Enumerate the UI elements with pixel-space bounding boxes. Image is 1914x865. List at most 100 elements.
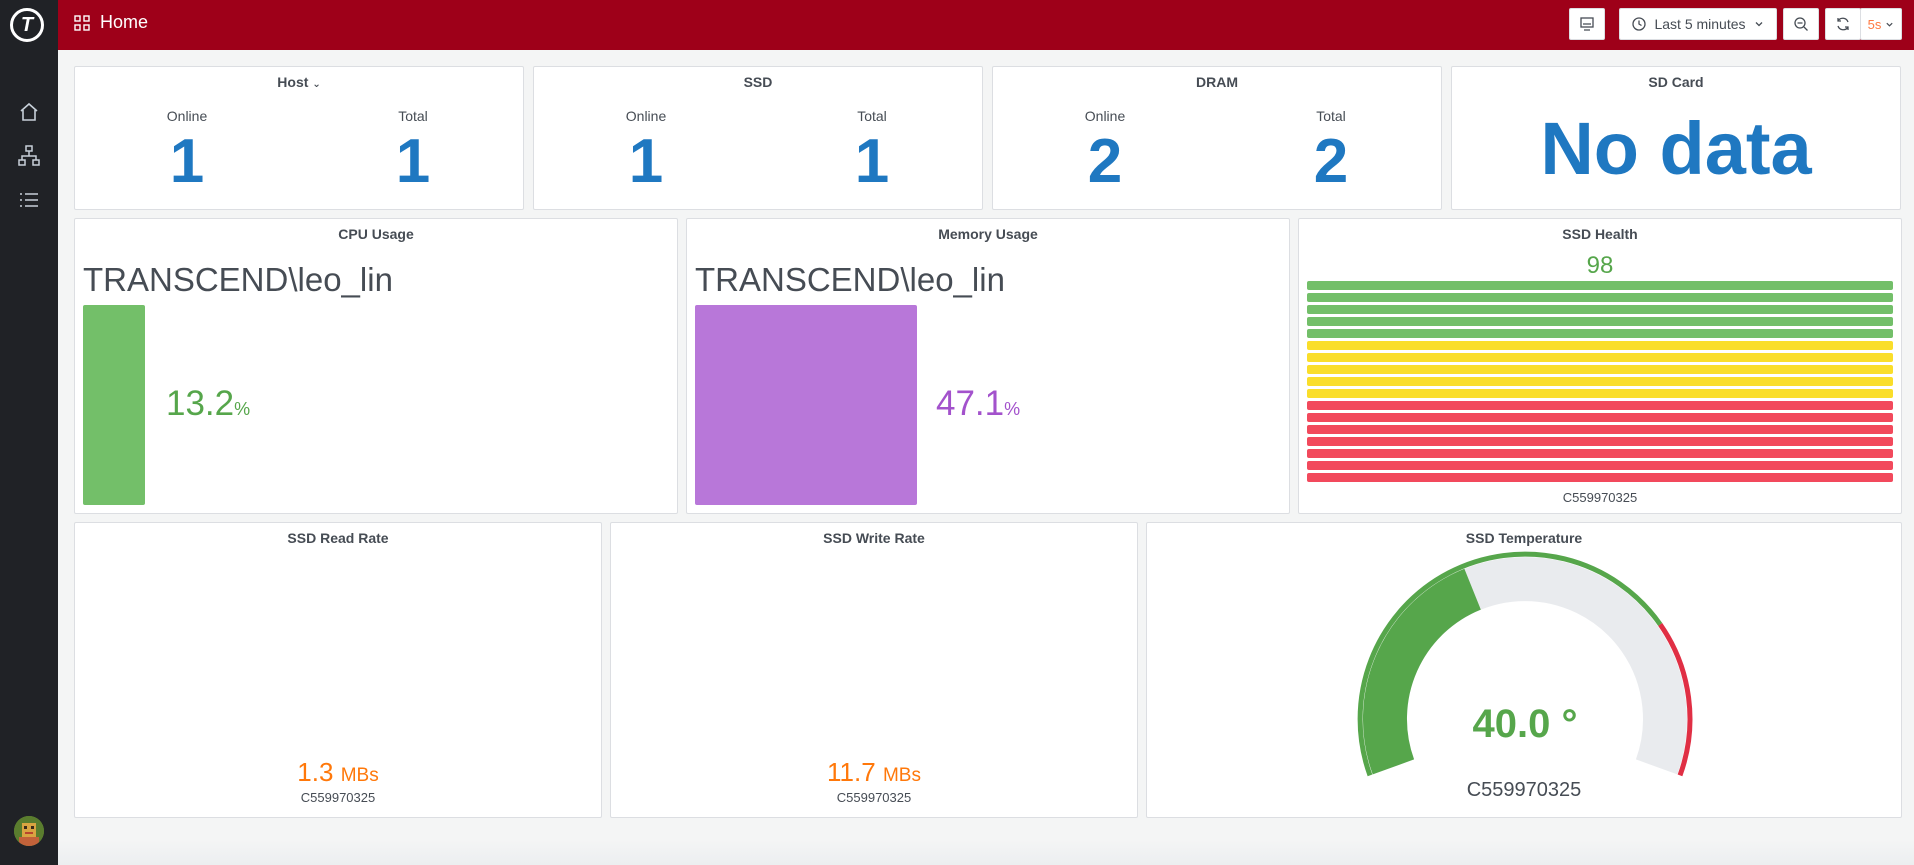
avatar[interactable] xyxy=(14,816,44,846)
ssd-read-title: SSD Read Rate xyxy=(287,530,389,546)
ssd-online-value: 1 xyxy=(628,127,664,196)
time-range-label: Last 5 minutes xyxy=(1654,16,1746,32)
health-segment xyxy=(1307,401,1893,410)
sdcard-panel-title: SD Card xyxy=(1648,74,1704,90)
transcend-logo[interactable]: T xyxy=(10,8,44,42)
chevron-down-icon xyxy=(1755,22,1762,27)
health-segment xyxy=(1307,461,1893,470)
refresh-interval-picker[interactable]: 5s xyxy=(1860,8,1902,40)
cpu-host-name: TRANSCEND\leo_lin xyxy=(83,261,393,298)
sdcard-panel: SD Card No data xyxy=(1451,66,1901,210)
ssd-write-number: 11.7 xyxy=(827,757,876,787)
host-title-text: Host xyxy=(277,74,309,90)
cpu-bar xyxy=(83,305,145,505)
top-bar: Home Last 5 minutes 5s xyxy=(58,0,1914,50)
ssd-write-rate-panel: SSD Write Rate 11.7 MBs C559970325 xyxy=(610,522,1138,818)
cpu-value: 13.2% xyxy=(166,384,250,424)
dram-total-value: 2 xyxy=(1313,127,1349,196)
dashboard-title-text: Home xyxy=(100,12,149,32)
memory-value: 47.1% xyxy=(936,384,1020,424)
ssd-health-bar-gauge xyxy=(1307,281,1893,485)
ssd-panel: SSD Online Total 1 1 xyxy=(533,66,983,210)
gauge-threshold-red xyxy=(1658,622,1693,777)
chevron-down-icon xyxy=(1886,22,1893,27)
dram-online-value: 2 xyxy=(1087,127,1123,196)
health-segment xyxy=(1307,365,1893,374)
ssd-write-device: C559970325 xyxy=(836,790,912,805)
health-segment xyxy=(1307,353,1893,362)
memory-value-number: 47.1 xyxy=(936,384,1005,423)
memory-usage-panel: Memory Usage TRANSCEND\leo_lin 47.1% xyxy=(686,218,1290,514)
health-segment xyxy=(1307,329,1893,338)
host-total-label: Total xyxy=(398,108,428,124)
ssd-read-value: 1.3 MBs xyxy=(75,757,601,788)
health-segment xyxy=(1307,437,1893,446)
chevron-down-icon: ⌄ xyxy=(312,79,321,90)
ssd-write-value: 11.7 MBs xyxy=(611,757,1137,788)
tv-mode-button[interactable] xyxy=(1569,8,1605,40)
ssd-write-unit: MBs xyxy=(882,765,921,786)
host-panel-title[interactable]: Host ⌄ xyxy=(75,74,523,90)
ssd-read-rate-panel: SSD Read Rate 1.3 MBs C559970325 xyxy=(74,522,602,818)
dram-total-label: Total xyxy=(1316,108,1346,124)
footer-shade xyxy=(58,840,1914,865)
apps-icon xyxy=(74,14,90,31)
time-range-picker[interactable]: Last 5 minutes xyxy=(1619,8,1777,40)
cpu-value-unit: % xyxy=(234,399,251,419)
sdcard-no-data: No data xyxy=(1540,107,1812,190)
ssd-health-value: 98 xyxy=(1586,252,1614,279)
dram-panel: DRAM Online Total 2 2 xyxy=(992,66,1442,210)
health-segment xyxy=(1307,377,1893,386)
health-segment xyxy=(1307,293,1893,302)
host-online-label: Online xyxy=(166,108,208,124)
health-segment xyxy=(1307,449,1893,458)
memory-panel-title: Memory Usage xyxy=(938,226,1038,242)
ssd-health-device: C559970325 xyxy=(1562,490,1638,505)
memory-value-unit: % xyxy=(1004,399,1021,419)
ssd-read-number: 1.3 xyxy=(297,757,334,787)
ssd-panel-title: SSD xyxy=(743,74,773,90)
ssd-temp-title: SSD Temperature xyxy=(1465,530,1583,546)
host-total-value: 1 xyxy=(395,127,431,196)
memory-host-name: TRANSCEND\leo_lin xyxy=(695,261,1005,298)
ssd-online-label: Online xyxy=(625,108,667,124)
dashboard-title[interactable]: Home xyxy=(74,12,148,33)
ssd-write-title: SSD Write Rate xyxy=(823,530,925,546)
cpu-panel-title: CPU Usage xyxy=(338,226,414,242)
ssd-temp-gauge: 40.0 ° xyxy=(1357,551,1693,777)
sitemap-icon[interactable] xyxy=(16,143,42,169)
health-segment xyxy=(1307,413,1893,422)
ssd-total-label: Total xyxy=(857,108,887,124)
health-segment xyxy=(1307,281,1893,290)
ssd-temperature-panel: SSD Temperature 40.0 ° C559970325 xyxy=(1146,522,1902,818)
ssd-temp-device: C559970325 xyxy=(1466,779,1582,801)
health-segment xyxy=(1307,473,1893,482)
cpu-usage-panel: CPU Usage TRANSCEND\leo_lin 13.2% xyxy=(74,218,678,514)
health-segment xyxy=(1307,389,1893,398)
ssd-temp-value: 40.0 ° xyxy=(1473,702,1578,746)
refresh-icon xyxy=(1837,17,1849,31)
logo-glyph: T xyxy=(20,13,34,36)
health-segment xyxy=(1307,305,1893,314)
ssd-read-unit: MBs xyxy=(340,765,379,786)
ssd-health-title: SSD Health xyxy=(1562,226,1638,242)
health-segment xyxy=(1307,425,1893,434)
zoom-out-button[interactable] xyxy=(1783,8,1819,40)
host-panel: Host ⌄ Online Total 1 1 xyxy=(74,66,524,210)
ssd-total-value: 1 xyxy=(854,127,890,196)
health-segment xyxy=(1307,317,1893,326)
refresh-button[interactable] xyxy=(1825,8,1861,40)
gauge-value-arc xyxy=(1362,568,1482,775)
host-online-value: 1 xyxy=(169,127,205,196)
dram-online-label: Online xyxy=(1084,108,1126,124)
monitor-icon xyxy=(1580,17,1594,31)
home-icon[interactable] xyxy=(16,99,42,125)
sidebar: T xyxy=(0,0,58,865)
list-icon[interactable] xyxy=(16,187,42,213)
ssd-read-device: C559970325 xyxy=(300,790,376,805)
gauge-threshold-green xyxy=(1357,551,1663,777)
health-segment xyxy=(1307,341,1893,350)
dram-panel-title: DRAM xyxy=(1196,74,1238,90)
refresh-interval-label: 5s xyxy=(1867,16,1882,32)
clock-icon xyxy=(1632,17,1647,31)
